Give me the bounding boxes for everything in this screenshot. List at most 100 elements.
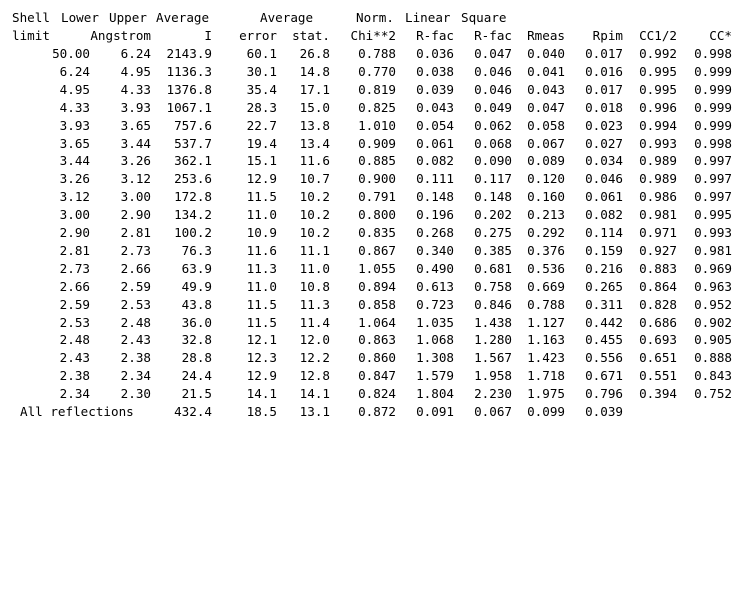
cell-linear-rfac: 0.082 xyxy=(416,153,454,169)
cell-average-stat: 15.0 xyxy=(299,99,330,115)
cell-upper-limit: 4.33 xyxy=(120,81,151,97)
cell-rpim: 0.265 xyxy=(585,278,623,294)
shell-row: 4.95 4.33 1376.8 35.4 17.1 0.819 0.039 0.046 0.0… xyxy=(0,81,741,99)
cell-cc-star: 0.752 xyxy=(694,386,732,402)
cell-lower-limit: 3.12 xyxy=(59,189,90,205)
cell-rmeas: 0.788 xyxy=(527,296,565,312)
shell-row: 4.33 3.93 1067.1 28.3 15.0 0.825 0.043 0.049 0.0… xyxy=(0,99,741,117)
cell-rmeas: 1.163 xyxy=(527,332,565,348)
cell-cc-half: 0.651 xyxy=(639,350,677,366)
cell-rmeas: 0.089 xyxy=(527,153,565,169)
cell-chi2: 0.847 xyxy=(358,368,396,384)
cell-lower-limit: 2.48 xyxy=(59,332,90,348)
shell-row: 2.81 2.73 76.3 11.6 11.1 0.867 0.340 0.385 0.376… xyxy=(0,242,741,260)
cell-linear-rfac: 0.061 xyxy=(416,135,454,151)
shell-row: 2.34 2.30 21.5 14.1 14.1 0.824 1.804 2.230 1.975… xyxy=(0,385,741,403)
cell-linear-rfac: 0.148 xyxy=(416,189,454,205)
cell-cc-star: 0.997 xyxy=(694,189,732,205)
header-error: error xyxy=(239,28,277,43)
cell-lower-limit: 3.65 xyxy=(59,135,90,151)
cell-cc-half: 0.981 xyxy=(639,207,677,223)
cell-cc-star: 0.952 xyxy=(694,296,732,312)
cell-square-rfac: 0.846 xyxy=(474,296,512,312)
cell-rpim: 0.046 xyxy=(585,171,623,187)
cell-rmeas: 0.041 xyxy=(527,63,565,79)
cell-average-error: 35.4 xyxy=(246,81,277,97)
cell-rpim: 0.114 xyxy=(585,225,623,240)
cell-upper-limit: 2.90 xyxy=(120,207,151,223)
cell-average-stat: 13.4 xyxy=(299,135,330,151)
cell-rmeas: 0.160 xyxy=(527,189,565,205)
cell-rpim: 0.034 xyxy=(585,153,623,169)
cell-average-i: 49.9 xyxy=(181,278,212,294)
cell-linear-rfac: 0.340 xyxy=(416,242,454,258)
cell-cc-star: 0.999 xyxy=(694,63,732,79)
cell-cc-star: 0.999 xyxy=(694,117,732,133)
cell-cc-star: 0.999 xyxy=(694,81,732,97)
cell-average-error: 12.9 xyxy=(246,171,277,187)
cell-lower-limit: 2.34 xyxy=(59,386,90,402)
cell-rpim: 0.556 xyxy=(585,350,623,366)
header-square: Square xyxy=(461,10,507,25)
cell-average-i: 100.2 xyxy=(174,225,212,240)
cell-cc-star: 0.969 xyxy=(694,260,732,276)
shell-row: 2.48 2.43 32.8 12.1 12.0 0.863 1.068 1.280 1.163… xyxy=(0,331,741,349)
shell-row: 3.93 3.65 757.6 22.7 13.8 1.010 0.054 0.062 0.05… xyxy=(0,117,741,135)
cell-average-stat: 14.8 xyxy=(299,63,330,79)
cell-chi2: 0.791 xyxy=(358,189,396,205)
cell-linear-rfac: 0.039 xyxy=(416,81,454,97)
cell-average-stat: 10.2 xyxy=(299,207,330,223)
cell-rpim: 0.027 xyxy=(585,135,623,151)
cell-average-error: 11.3 xyxy=(246,260,277,276)
cell-average-i: 172.8 xyxy=(174,189,212,205)
cell-rmeas: 0.040 xyxy=(527,46,565,61)
cell-upper-limit: 2.53 xyxy=(120,296,151,312)
cell-average-stat: 10.2 xyxy=(299,189,330,205)
cell-average-i: 537.7 xyxy=(174,135,212,151)
cell-average-error: 12.1 xyxy=(246,332,277,348)
cell-linear-rfac: 1.068 xyxy=(416,332,454,348)
cell-linear-rfac: 1.579 xyxy=(416,368,454,384)
cell-chi2: 0.860 xyxy=(358,350,396,366)
cell-upper-limit: 2.59 xyxy=(120,278,151,294)
cell-linear-rfac: 1.035 xyxy=(416,314,454,330)
cell-chi2: 0.835 xyxy=(358,225,396,240)
cell-rpim: 0.082 xyxy=(585,207,623,223)
cell-cc-half: 0.693 xyxy=(639,332,677,348)
cell-upper-limit: 4.95 xyxy=(120,63,151,79)
cell-average-i: 28.8 xyxy=(181,350,212,366)
cell-average-i: 134.2 xyxy=(174,207,212,223)
cell-chi2: 0.900 xyxy=(358,171,396,187)
cell-linear-rfac: 0.490 xyxy=(416,260,454,276)
summary-average-i: 432.4 xyxy=(174,404,212,419)
cell-lower-limit: 2.73 xyxy=(59,260,90,276)
cell-rpim: 0.671 xyxy=(585,368,623,384)
cell-rmeas: 1.127 xyxy=(527,314,565,330)
cell-average-i: 757.6 xyxy=(174,117,212,133)
cell-square-rfac: 0.202 xyxy=(474,207,512,223)
header-linear-rfac: R-fac xyxy=(416,28,454,43)
cell-rmeas: 1.718 xyxy=(527,368,565,384)
cell-average-error: 22.7 xyxy=(246,117,277,133)
cell-square-rfac: 0.148 xyxy=(474,189,512,205)
cell-cc-half: 0.992 xyxy=(639,46,677,61)
summary-square-rfac: 0.067 xyxy=(474,404,512,419)
cell-average-i: 21.5 xyxy=(181,386,212,402)
cell-upper-limit: 6.24 xyxy=(120,46,151,61)
header-cc-star: CC* xyxy=(709,28,732,43)
cell-cc-star: 0.997 xyxy=(694,153,732,169)
cell-cc-star: 0.997 xyxy=(694,171,732,187)
cell-rmeas: 0.043 xyxy=(527,81,565,97)
cell-average-i: 253.6 xyxy=(174,171,212,187)
summary-label: All reflections xyxy=(20,404,134,419)
cell-average-i: 63.9 xyxy=(181,260,212,276)
cell-cc-star: 0.995 xyxy=(694,207,732,223)
cell-square-rfac: 0.062 xyxy=(474,117,512,133)
cell-linear-rfac: 0.043 xyxy=(416,99,454,115)
cell-average-error: 11.0 xyxy=(246,207,277,223)
cell-upper-limit: 3.12 xyxy=(120,171,151,187)
cell-cc-half: 0.986 xyxy=(639,189,677,205)
cell-lower-limit: 2.38 xyxy=(59,368,90,384)
cell-rpim: 0.023 xyxy=(585,117,623,133)
cell-cc-star: 0.998 xyxy=(694,135,732,151)
